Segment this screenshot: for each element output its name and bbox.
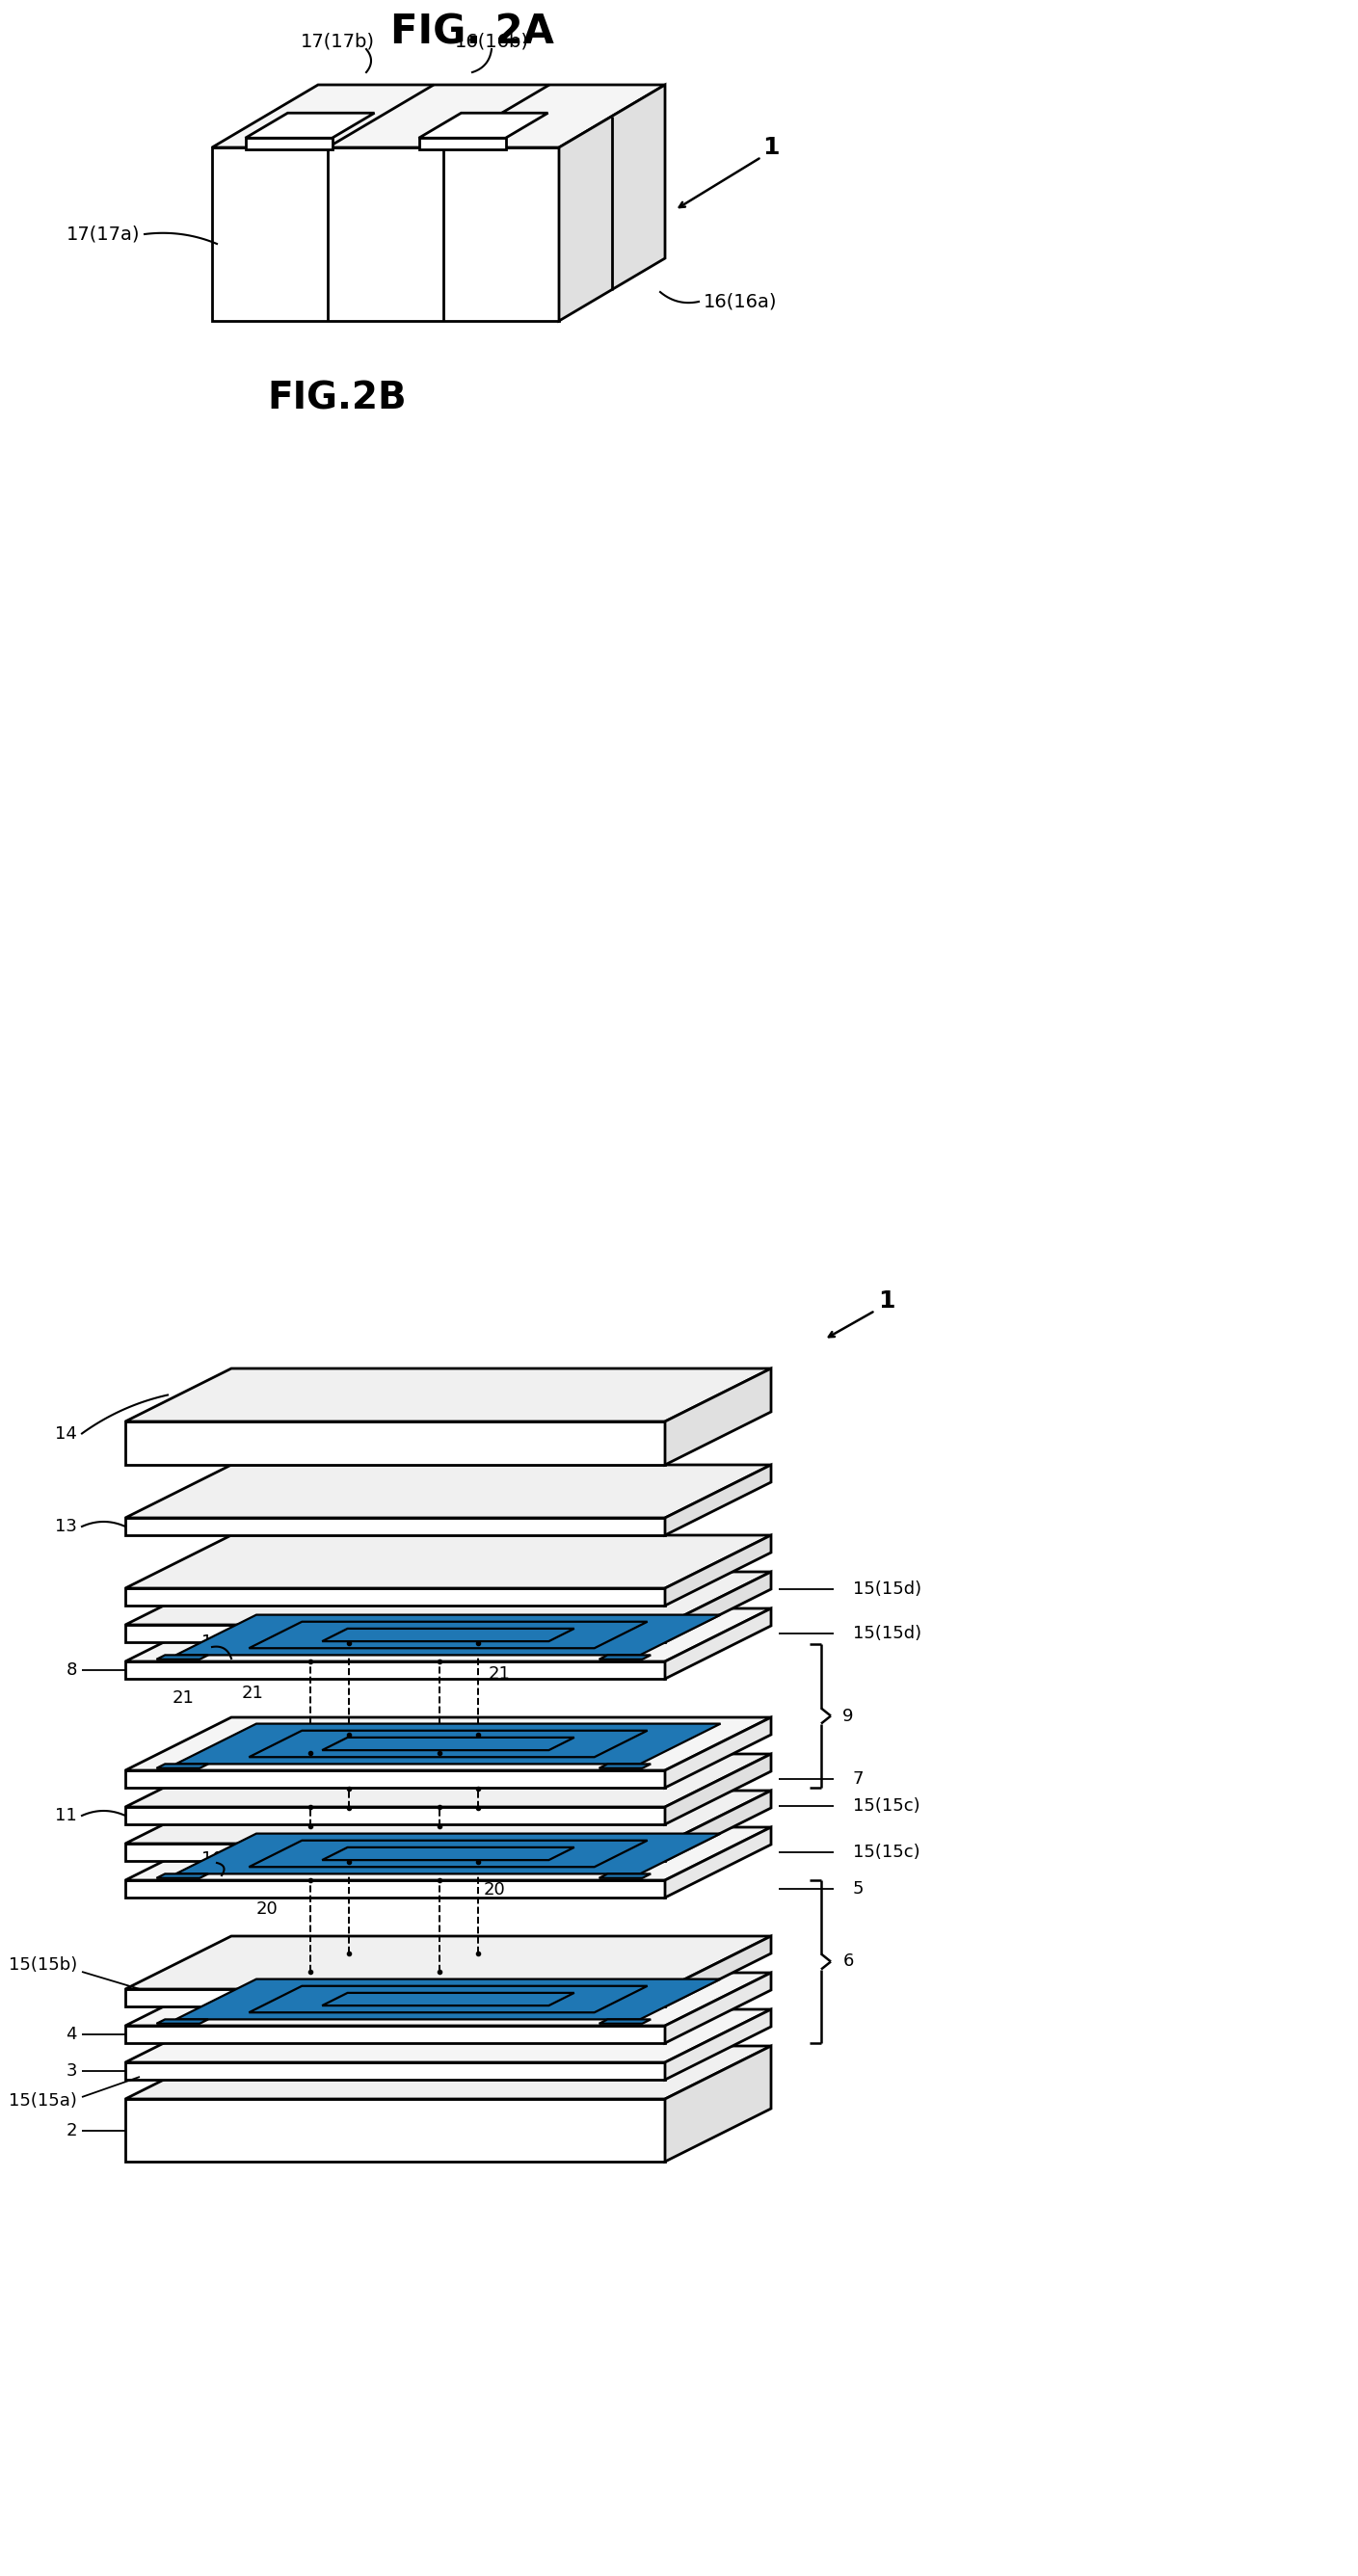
Polygon shape (599, 1765, 650, 1767)
Text: 9: 9 (842, 1708, 854, 1723)
Polygon shape (125, 1662, 665, 1680)
Polygon shape (125, 1368, 771, 1422)
Polygon shape (418, 113, 547, 139)
Polygon shape (125, 1422, 665, 1466)
Text: 15(15c): 15(15c) (853, 1844, 921, 1860)
Text: 20: 20 (483, 1880, 505, 1899)
Polygon shape (125, 2009, 771, 2063)
Polygon shape (246, 139, 331, 149)
Polygon shape (212, 147, 559, 322)
Polygon shape (322, 1628, 574, 1641)
Polygon shape (665, 1937, 771, 2007)
Polygon shape (125, 1880, 665, 1899)
Polygon shape (246, 113, 375, 139)
Polygon shape (418, 139, 505, 149)
Text: FIG. 2A: FIG. 2A (390, 10, 554, 52)
Polygon shape (175, 1834, 721, 1873)
Polygon shape (125, 1718, 771, 1770)
Polygon shape (665, 1607, 771, 1680)
Polygon shape (665, 1368, 771, 1466)
Text: 4: 4 (67, 2025, 77, 2043)
Polygon shape (125, 1973, 771, 2025)
Polygon shape (125, 2025, 665, 2043)
Text: 21: 21 (488, 1667, 511, 1682)
Text: 16(16b): 16(16b) (455, 33, 528, 52)
Polygon shape (599, 2020, 650, 2025)
Polygon shape (156, 2020, 208, 2025)
Polygon shape (665, 1535, 771, 1605)
Polygon shape (125, 1989, 665, 2007)
Text: 15(15b): 15(15b) (8, 1955, 77, 1973)
Polygon shape (125, 1589, 665, 1605)
Polygon shape (125, 1790, 771, 1844)
Polygon shape (665, 1826, 771, 1899)
Polygon shape (249, 1986, 648, 2012)
Text: 5: 5 (853, 1880, 864, 1899)
Text: 2: 2 (67, 2123, 77, 2138)
Polygon shape (249, 1731, 648, 1757)
Polygon shape (125, 1517, 665, 1535)
Polygon shape (125, 1466, 771, 1517)
Polygon shape (249, 1839, 648, 1868)
Polygon shape (125, 1844, 665, 1860)
Polygon shape (125, 1806, 665, 1824)
Text: 21: 21 (172, 1690, 194, 1708)
Polygon shape (175, 1723, 721, 1765)
Text: 1: 1 (763, 137, 779, 160)
Text: 11: 11 (56, 1806, 77, 1824)
Polygon shape (125, 1571, 771, 1625)
Text: 15(15c): 15(15c) (853, 1798, 921, 1814)
Polygon shape (125, 1754, 771, 1806)
Polygon shape (156, 1765, 208, 1767)
Polygon shape (125, 1937, 771, 1989)
Text: 12: 12 (201, 1633, 223, 1651)
Polygon shape (125, 2099, 665, 2161)
Text: 8: 8 (67, 1662, 77, 1680)
Polygon shape (665, 1571, 771, 1641)
Polygon shape (599, 1654, 650, 1659)
Polygon shape (125, 1770, 665, 1788)
Polygon shape (125, 1535, 771, 1589)
Polygon shape (665, 1718, 771, 1788)
Polygon shape (125, 1607, 771, 1662)
Polygon shape (322, 1994, 574, 2007)
Text: 16(16a): 16(16a) (703, 294, 777, 312)
Text: 13: 13 (56, 1517, 77, 1535)
Text: 15(15d): 15(15d) (853, 1582, 922, 1597)
Polygon shape (175, 1978, 721, 2020)
Polygon shape (665, 2045, 771, 2161)
Polygon shape (125, 1826, 771, 1880)
Polygon shape (249, 1623, 648, 1649)
Polygon shape (125, 2063, 665, 2079)
Text: 3: 3 (67, 2063, 77, 2079)
Polygon shape (156, 1654, 208, 1659)
Polygon shape (599, 1873, 650, 1878)
Text: 6: 6 (843, 1953, 854, 1971)
Text: 21: 21 (242, 1685, 263, 1703)
Text: 14: 14 (56, 1425, 77, 1443)
Polygon shape (212, 85, 665, 147)
Polygon shape (175, 1615, 721, 1654)
Polygon shape (665, 1466, 771, 1535)
Text: 10: 10 (201, 1850, 223, 1868)
Text: 17(17a): 17(17a) (67, 224, 140, 242)
Text: 20: 20 (257, 1901, 278, 1917)
Polygon shape (665, 1973, 771, 2043)
Polygon shape (665, 1754, 771, 1824)
Polygon shape (322, 1847, 574, 1860)
Polygon shape (125, 1625, 665, 1641)
Text: 17(17b): 17(17b) (300, 33, 375, 52)
Text: 15(15d): 15(15d) (853, 1625, 922, 1641)
Polygon shape (125, 2045, 771, 2099)
Text: 7: 7 (853, 1770, 864, 1788)
Polygon shape (559, 85, 665, 322)
Polygon shape (665, 1790, 771, 1860)
Polygon shape (322, 1736, 574, 1749)
Text: 1: 1 (879, 1291, 895, 1314)
Polygon shape (665, 2009, 771, 2079)
Text: 15(15a): 15(15a) (8, 2092, 77, 2110)
Polygon shape (156, 1873, 208, 1878)
Text: FIG.2B: FIG.2B (268, 379, 407, 417)
